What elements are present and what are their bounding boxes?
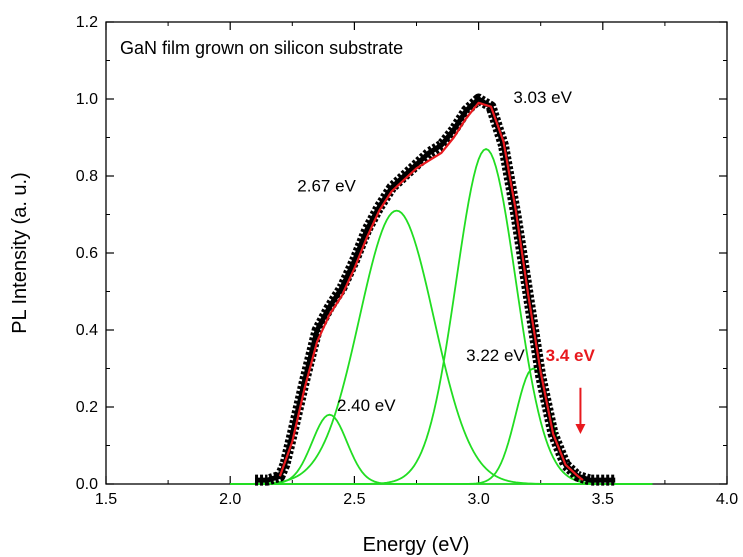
y-tick-label: 0.6 [76,245,98,262]
x-tick-label: 3.0 [467,491,489,508]
y-tick-label: 0.8 [76,168,98,185]
x-tick-label: 2.0 [219,491,241,508]
chart-title: GaN film grown on silicon substrate [120,38,403,58]
y-tick-label: 0.2 [76,399,98,416]
y-tick-label: 1.2 [76,14,98,31]
gaussian-component-curve [230,209,653,485]
peak-label: 2.67 eV [297,176,356,195]
x-axis-label: Energy (eV) [363,534,470,556]
peak-label: 3.22 eV [466,346,525,365]
arrow-head [575,423,586,434]
plot-frame [105,21,728,485]
peak-annotations: 3.03 eV 2.67 eV 3.22 eV 2.40 eV 3.4 eV [297,88,595,434]
x-tick-label: 4.0 [716,491,738,508]
axis-ticks: 1.5 2.0 2.5 3.0 3.5 4.0 0.0 0.2 0.4 0.6 0.8 1.0 1.2 [76,14,738,508]
y-tick-label: 1.0 [76,91,98,108]
x-tick-label: 1.5 [95,491,117,508]
peak-label: 3.03 eV [513,88,572,107]
y-tick-label: 0.0 [76,476,98,493]
x-tick-label: 2.5 [343,491,365,508]
peak-label: 3.4 eV [546,346,596,365]
x-tick-label: 3.5 [592,491,614,508]
fit-curve [278,101,584,482]
y-tick-label: 0.4 [76,322,98,339]
peak-label: 2.40 eV [337,396,396,415]
fit-curve-group [278,101,584,482]
y-axis-label: PL Intensity (a. u.) [9,172,31,334]
